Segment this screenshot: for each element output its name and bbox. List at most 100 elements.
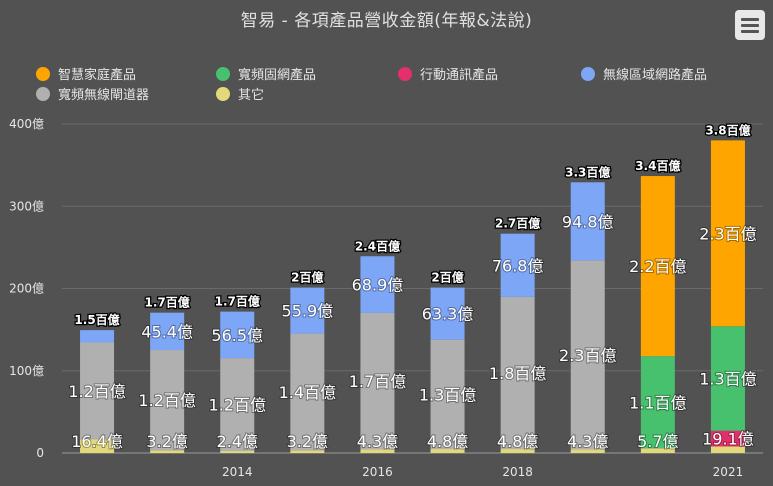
data-label: 19.1億 bbox=[702, 430, 754, 449]
data-label: 2.3百億 bbox=[699, 224, 756, 243]
bar-fixed_broadband bbox=[710, 326, 745, 431]
total-label: 1.7百億 bbox=[215, 294, 260, 309]
x-tick-label: 2018 bbox=[502, 465, 533, 479]
bar-wlan bbox=[290, 287, 325, 334]
legend-item-mobile[interactable]: 行動通訊產品 bbox=[398, 64, 498, 83]
bar-wireless_gateway bbox=[150, 350, 185, 451]
data-label: 1.7百億 bbox=[349, 372, 406, 391]
bar-wireless_gateway bbox=[290, 333, 325, 451]
data-label: 45.4億 bbox=[141, 322, 193, 341]
bar-wlan bbox=[220, 311, 255, 359]
data-label: 3.2億 bbox=[146, 432, 187, 451]
data-label: 3.2億 bbox=[287, 432, 328, 451]
bar-wireless_gateway bbox=[360, 312, 395, 450]
legend-item-other[interactable]: 其它 bbox=[216, 84, 264, 103]
data-label: 1.2百億 bbox=[209, 396, 266, 415]
bar-other bbox=[360, 449, 395, 453]
legend-label-mobile: 行動通訊產品 bbox=[420, 68, 499, 83]
data-label: 16.4億 bbox=[71, 432, 123, 451]
bar-other bbox=[220, 451, 255, 453]
total-label: 2.7百億 bbox=[495, 216, 540, 231]
chart-title: 智易 - 各項產品營收金額(年報&法說) bbox=[240, 11, 533, 31]
bar-wireless_gateway bbox=[570, 260, 605, 450]
bar-other bbox=[290, 450, 325, 453]
legend-label-wlan: 無線區域網路產品 bbox=[603, 68, 708, 83]
y-tick-label: 0 bbox=[36, 446, 44, 460]
bar-wireless_gateway bbox=[220, 358, 255, 452]
hamburger-menu-icon[interactable] bbox=[735, 10, 765, 40]
data-label: 94.8億 bbox=[562, 212, 614, 231]
y-tick-label: 100億 bbox=[9, 364, 44, 378]
data-label: 55.9億 bbox=[282, 302, 334, 321]
data-label: 2.2百億 bbox=[629, 257, 686, 276]
bar-wlan bbox=[500, 233, 535, 297]
bar-other bbox=[710, 446, 745, 453]
bar-wireless_gateway bbox=[500, 296, 535, 450]
legend-dot-smart-home bbox=[36, 66, 50, 81]
data-label: 68.9億 bbox=[352, 276, 404, 295]
legend-dot-mobile bbox=[398, 66, 412, 81]
legend-item-wlan[interactable]: 無線區域網路產品 bbox=[581, 64, 707, 83]
data-label: 4.8億 bbox=[497, 432, 538, 451]
bar-smart_home bbox=[640, 176, 675, 357]
total-label: 2百億 bbox=[291, 270, 323, 285]
bar-other bbox=[80, 439, 115, 453]
bar-wlan bbox=[360, 256, 395, 313]
bar-other bbox=[500, 449, 535, 453]
legend-label-smart-home: 智慧家庭產品 bbox=[58, 68, 137, 83]
bar-wireless_gateway bbox=[80, 342, 115, 440]
data-label: 63.3億 bbox=[422, 305, 474, 324]
bar-other bbox=[640, 448, 675, 453]
data-label: 1.3百億 bbox=[419, 385, 476, 404]
total-label: 3.3百億 bbox=[565, 164, 610, 179]
data-label: 5.7億 bbox=[637, 432, 678, 451]
data-label: 56.5億 bbox=[211, 326, 263, 345]
x-tick-label: 2016 bbox=[362, 465, 393, 479]
bar-smart_home bbox=[710, 140, 745, 327]
data-label: 76.8億 bbox=[492, 256, 544, 275]
data-label: 1.2百億 bbox=[138, 391, 195, 410]
x-tick-label: 2021 bbox=[713, 465, 744, 479]
bar-wlan bbox=[430, 287, 465, 340]
legend-item-fixed-broadband[interactable]: 寬頻固網產品 bbox=[216, 64, 316, 83]
bar-wlan bbox=[80, 330, 115, 343]
legend-dot-other bbox=[216, 86, 230, 101]
bar-fixed_broadband bbox=[640, 356, 675, 449]
legend-item-wireless-gateway[interactable]: 寬頻無線閘道器 bbox=[36, 84, 149, 103]
data-label: 1.1百億 bbox=[629, 393, 686, 412]
data-label: 4.8億 bbox=[427, 432, 468, 451]
bar-other bbox=[150, 450, 185, 453]
y-tick-label: 200億 bbox=[9, 282, 44, 296]
legend-label-fixed-broadband: 寬頻固網產品 bbox=[238, 68, 317, 83]
data-label: 2.4億 bbox=[217, 432, 258, 451]
legend-dot-fixed-broadband bbox=[216, 66, 230, 81]
data-label: 1.4百億 bbox=[279, 383, 336, 402]
data-label: 2.3百億 bbox=[559, 346, 616, 365]
total-label: 3.4百億 bbox=[635, 158, 680, 173]
y-tick-label: 300億 bbox=[9, 199, 44, 213]
total-label: 2.4百億 bbox=[355, 238, 400, 253]
bar-other bbox=[430, 449, 465, 453]
total-label: 1.5百億 bbox=[74, 312, 119, 327]
legend-dot-wlan bbox=[581, 66, 595, 81]
data-label: 1.3百億 bbox=[699, 369, 756, 388]
bar-wlan bbox=[150, 312, 185, 351]
bar-other bbox=[570, 449, 605, 453]
data-label: 1.2百億 bbox=[68, 382, 125, 401]
bar-wireless_gateway bbox=[430, 339, 465, 450]
total-label: 1.7百億 bbox=[145, 295, 190, 310]
data-label: 4.3億 bbox=[567, 432, 608, 451]
y-tick-label: 400億 bbox=[9, 117, 44, 131]
legend-label-wireless-gateway: 寬頻無線閘道器 bbox=[58, 88, 150, 103]
bar-mobile bbox=[710, 430, 745, 447]
legend-label-other: 其它 bbox=[238, 88, 265, 103]
total-label: 3.8百億 bbox=[705, 122, 750, 137]
x-tick-label: 2014 bbox=[222, 465, 253, 479]
total-label: 2百億 bbox=[431, 270, 463, 285]
bar-wlan bbox=[570, 182, 605, 261]
legend-dot-wireless-gateway bbox=[36, 86, 50, 101]
legend-item-smart-home[interactable]: 智慧家庭產品 bbox=[36, 64, 136, 83]
data-label: 4.3億 bbox=[357, 432, 398, 451]
data-label: 1.8百億 bbox=[489, 364, 546, 383]
